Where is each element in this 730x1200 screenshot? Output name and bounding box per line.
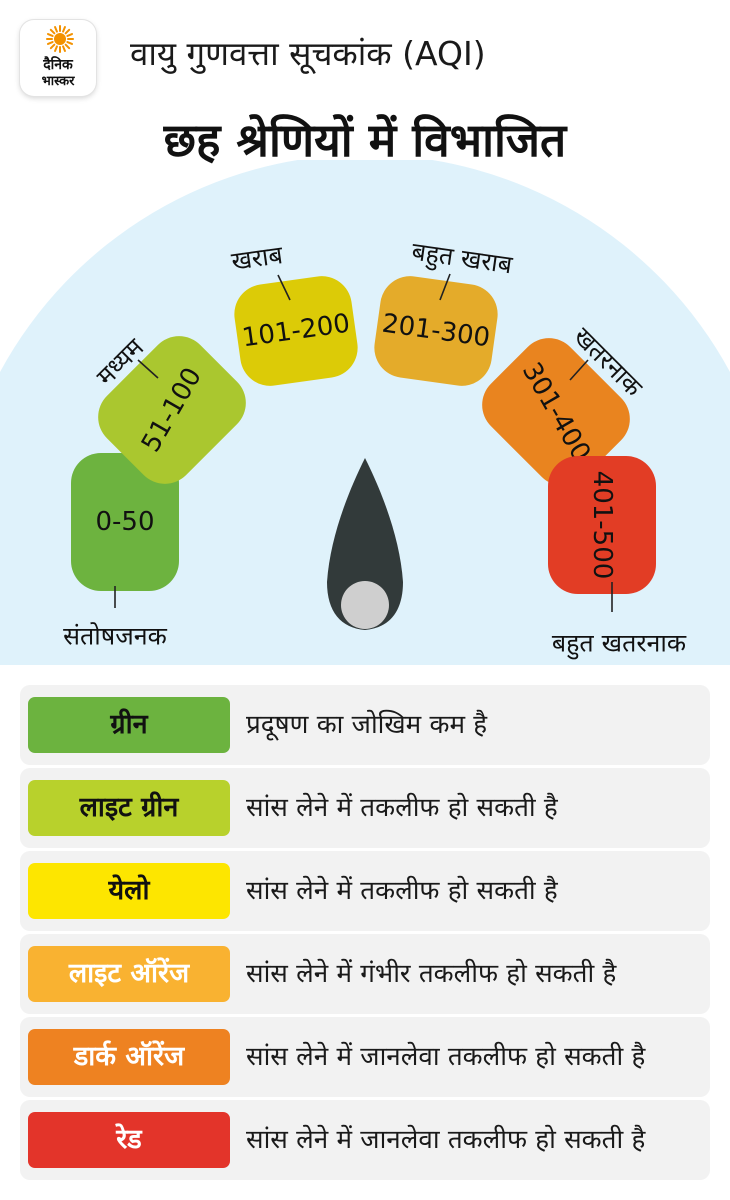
publisher-logo: दैनिक भास्कर bbox=[20, 20, 96, 96]
legend-description: सांस लेने में तकलीफ हो सकती है bbox=[246, 793, 558, 823]
gauge-category-label: खराब bbox=[230, 240, 286, 276]
legend-row: ग्रीन प्रदूषण का जोखिम कम है bbox=[20, 685, 710, 765]
page-subtitle: छह श्रेणियों में विभाजित bbox=[163, 113, 567, 167]
gauge-leader-line bbox=[569, 359, 589, 381]
gauge-leader-line bbox=[439, 273, 451, 301]
gauge-needle bbox=[327, 458, 403, 630]
gauge-segment-4 bbox=[374, 276, 498, 386]
logo-text-line2: भास्कर bbox=[41, 74, 75, 89]
gauge-range-label: 401-500 bbox=[587, 471, 617, 580]
logo-text-line1: दैनिक bbox=[43, 57, 73, 73]
legend-color-badge: ग्रीन bbox=[28, 697, 230, 753]
page-title: वायु गुणवत्ता सूचकांक (AQI) bbox=[130, 34, 486, 73]
aqi-gauge: 0-50संतोषजनक51-100मध्यम101-200खराब201-30… bbox=[0, 160, 730, 665]
legend-description: प्रदूषण का जोखिम कम है bbox=[246, 710, 488, 740]
gauge-leader-line bbox=[137, 359, 159, 379]
gauge-segment-5 bbox=[482, 338, 630, 486]
legend-row: लाइट ग्रीन सांस लेने में तकलीफ हो सकती है bbox=[20, 768, 710, 848]
gauge-category-label: बहुत खतरनाक bbox=[552, 629, 687, 660]
legend-description: सांस लेने में जानलेवा तकलीफ हो सकती है bbox=[246, 1125, 646, 1155]
gauge-category-label: संतोषजनक bbox=[63, 622, 168, 651]
legend-row: लाइट ऑरेंज सांस लेने में गंभीर तकलीफ हो स… bbox=[20, 934, 710, 1014]
legend-row: येलो सांस लेने में तकलीफ हो सकती है bbox=[20, 851, 710, 931]
legend-description: सांस लेने में जानलेवा तकलीफ हो सकती है bbox=[246, 1042, 646, 1072]
legend-row: रेड सांस लेने में जानलेवा तकलीफ हो सकती ह… bbox=[20, 1100, 710, 1180]
legend-color-badge: येलो bbox=[28, 863, 230, 919]
gauge-segment-3 bbox=[234, 276, 358, 386]
legend-row: डार्क ऑरेंज सांस लेने में जानलेवा तकलीफ ह… bbox=[20, 1017, 710, 1097]
legend-color-badge: लाइट ग्रीन bbox=[28, 780, 230, 836]
legend-description: सांस लेने में गंभीर तकलीफ हो सकती है bbox=[246, 959, 617, 989]
gauge-range-label: 0-50 bbox=[95, 507, 154, 537]
sun-logo-icon bbox=[46, 25, 74, 53]
legend-description: सांस लेने में तकलीफ हो सकती है bbox=[246, 876, 558, 906]
legend-color-badge: लाइट ऑरेंज bbox=[28, 946, 230, 1002]
gauge-needle-hub bbox=[341, 581, 389, 629]
gauge-segment-1 bbox=[71, 453, 179, 591]
gauge-segment-2 bbox=[98, 336, 246, 484]
legend-color-badge: रेड bbox=[28, 1112, 230, 1168]
gauge-segment-6 bbox=[548, 456, 656, 594]
legend-color-badge: डार्क ऑरेंज bbox=[28, 1029, 230, 1085]
gauge-arc-background bbox=[0, 160, 730, 665]
gauge-leader-line bbox=[277, 274, 291, 301]
